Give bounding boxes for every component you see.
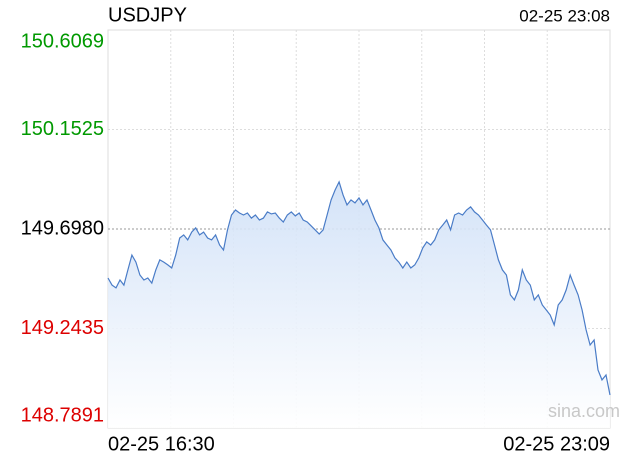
chart-title: USDJPY [108,4,187,26]
y-tick-label: 149.2435 [21,317,104,339]
price-line [107,180,611,396]
x-tick-label: 02-25 23:09 [503,433,610,455]
y-tick-label: 150.1525 [21,118,104,140]
y-tick-label: 150.6069 [21,30,104,52]
timestamp: 02-25 23:08 [519,6,610,25]
watermark: sina.com [548,401,620,421]
x-tick-label: 02-25 16:30 [108,433,215,455]
area-fill [108,181,610,428]
y-tick-label: 148.7891 [21,404,104,426]
y-tick-label: 149.6980 [21,217,104,239]
